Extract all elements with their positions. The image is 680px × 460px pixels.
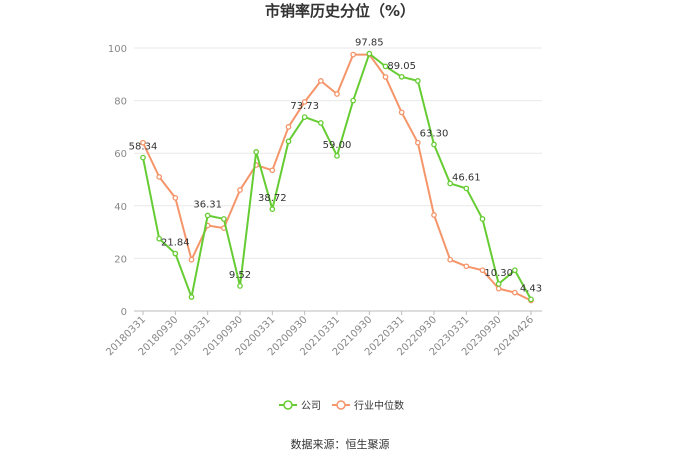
data-point[interactable] — [269, 206, 276, 213]
data-point[interactable] — [156, 174, 163, 180]
data-point[interactable] — [350, 97, 357, 104]
legend-marker-icon — [336, 400, 346, 410]
data-point[interactable] — [431, 141, 437, 148]
data-point[interactable] — [382, 63, 389, 70]
data-point[interactable] — [301, 99, 308, 105]
data-point[interactable] — [253, 149, 260, 155]
data-point[interactable] — [463, 185, 470, 192]
legend-marker-icon — [283, 400, 293, 410]
data-point[interactable] — [414, 139, 421, 146]
y-tick-label: 0 — [121, 307, 127, 318]
data-point[interactable] — [447, 256, 454, 263]
data-point[interactable] — [204, 212, 211, 219]
data-point[interactable] — [495, 281, 502, 287]
data-point[interactable] — [334, 152, 340, 159]
data-point[interactable] — [285, 124, 292, 130]
data-point[interactable] — [431, 212, 437, 218]
data-point[interactable] — [156, 235, 163, 242]
data-label: 59.00 — [323, 140, 352, 151]
data-point[interactable] — [414, 78, 421, 84]
y-tick-label: 40 — [114, 202, 127, 213]
data-label: 36.31 — [193, 200, 222, 211]
data-point[interactable] — [172, 195, 179, 201]
data-label: 21.84 — [161, 238, 190, 249]
data-point[interactable] — [366, 50, 373, 57]
data-point[interactable] — [382, 74, 389, 80]
data-labels: 58.34 21.84 36.31 9.52 38.72 73.73 59.00 97.85 8… — [129, 38, 542, 295]
data-label: 58.34 — [129, 142, 158, 153]
data-label: 46.61 — [452, 172, 481, 183]
data-point[interactable] — [188, 256, 195, 263]
data-point[interactable] — [511, 267, 518, 274]
legend-item[interactable]: 行业中位数 — [332, 399, 404, 412]
data-point[interactable] — [237, 283, 243, 289]
data-label: 38.72 — [258, 193, 287, 204]
legend[interactable]: 公司 行业中位数 — [279, 399, 404, 412]
y-tick-label: 100 — [108, 44, 127, 55]
series-company — [140, 50, 534, 303]
y-tick-label: 20 — [114, 254, 127, 265]
data-point[interactable] — [334, 91, 340, 97]
data-label: 73.73 — [290, 101, 319, 112]
data-point[interactable] — [188, 294, 195, 300]
data-point[interactable] — [495, 285, 502, 292]
data-point[interactable] — [479, 267, 486, 274]
data-point[interactable] — [301, 114, 308, 120]
data-label: 63.30 — [420, 129, 449, 140]
legend-label: 公司 — [301, 401, 321, 412]
data-point[interactable] — [350, 51, 357, 58]
data-point[interactable] — [172, 250, 179, 257]
source-note: 数据来源：恒生聚源 — [291, 437, 390, 451]
data-point[interactable] — [140, 139, 146, 146]
data-point[interactable] — [398, 73, 405, 80]
data-point[interactable] — [237, 187, 243, 193]
data-label: 10.30 — [484, 268, 513, 279]
data-point[interactable] — [269, 167, 276, 174]
data-point[interactable] — [317, 120, 324, 126]
data-point[interactable] — [528, 296, 534, 303]
data-point[interactable] — [479, 216, 486, 222]
data-point[interactable] — [463, 263, 470, 270]
data-label: 9.52 — [229, 270, 251, 281]
data-point[interactable] — [220, 216, 227, 222]
data-point[interactable] — [447, 180, 454, 187]
chart-title: 市销率历史分位（%） — [265, 2, 415, 20]
data-point[interactable] — [285, 138, 292, 145]
data-point[interactable] — [511, 289, 518, 296]
y-tick-label: 60 — [114, 149, 127, 160]
grid — [134, 47, 542, 312]
series-layer — [140, 50, 534, 304]
data-point[interactable] — [140, 154, 146, 161]
data-label: 89.05 — [387, 61, 416, 72]
legend-label: 行业中位数 — [354, 399, 404, 412]
data-point[interactable] — [317, 78, 324, 84]
y-tick-label: 80 — [114, 97, 127, 108]
legend-item[interactable]: 公司 — [279, 400, 321, 412]
data-label: 4.43 — [520, 283, 542, 294]
data-label: 97.85 — [355, 38, 384, 49]
data-point[interactable] — [398, 109, 405, 116]
